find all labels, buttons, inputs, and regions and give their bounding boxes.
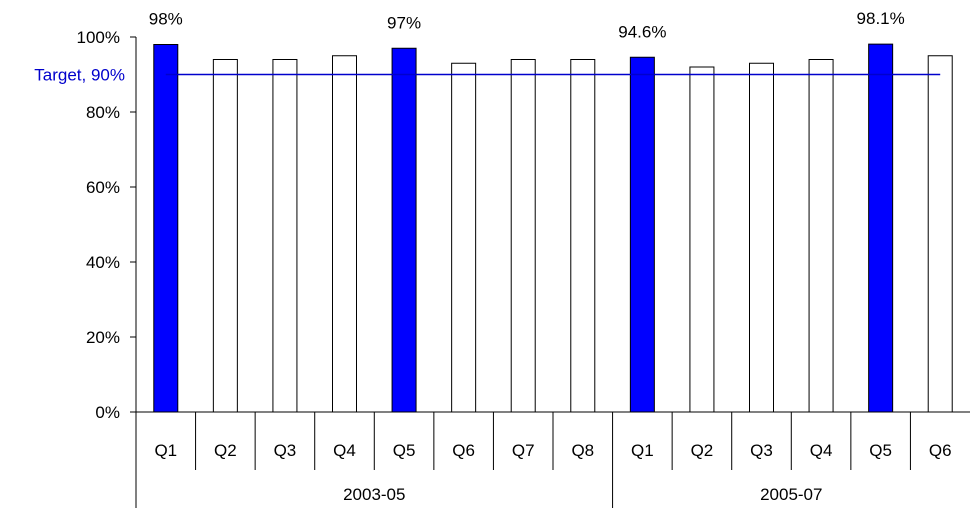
x-tick-label: Q6: [452, 441, 475, 460]
y-tick-label: 80%: [86, 103, 120, 122]
bars-layer: [153, 43, 953, 413]
group-label: 2005-07: [760, 485, 822, 504]
x-tick-label: Q3: [274, 441, 297, 460]
y-tick-label: 0%: [95, 403, 120, 422]
x-tick-label: Q5: [869, 441, 892, 460]
y-axis: 0% 20% 40% 60% 80% 100%: [77, 28, 137, 508]
data-label: 98.1%: [857, 9, 905, 28]
bar: [391, 47, 417, 413]
x-tick-label: Q2: [691, 441, 714, 460]
x-axis: Q1 Q2 Q3 Q4 Q5 Q6 Q7 Q8 Q1 Q2 Q3 Q4 Q5 Q6 2003-05 2005-…: [136, 411, 970, 508]
target-label: Target, 90%: [34, 66, 125, 85]
bar: [629, 56, 655, 413]
x-tick-label: Q6: [929, 441, 952, 460]
bar: [749, 62, 774, 413]
bar: [868, 43, 894, 413]
bar: [332, 55, 357, 413]
x-tick-label: Q7: [512, 441, 535, 460]
x-tick-label: Q4: [333, 441, 356, 460]
x-tick-label: Q1: [154, 441, 177, 460]
bar: [212, 59, 238, 413]
bar: [808, 59, 834, 413]
x-tick-label: Q1: [631, 441, 654, 460]
y-tick-label: 60%: [86, 178, 120, 197]
y-tick-label: 100%: [77, 28, 120, 47]
x-tick-label: Q2: [214, 441, 237, 460]
bar: [272, 59, 298, 413]
group-label: 2003-05: [343, 485, 405, 504]
data-label: 94.6%: [618, 22, 666, 41]
bar: [927, 55, 953, 413]
y-tick-label: 40%: [86, 253, 120, 272]
bar: [451, 62, 477, 413]
data-label: 97%: [387, 13, 421, 32]
bar: [153, 44, 179, 413]
bar: [510, 59, 536, 413]
x-tick-label: Q3: [750, 441, 773, 460]
data-label: 98%: [149, 10, 183, 29]
data-labels-layer: 98% 97% 94.6% 98.1%: [149, 9, 905, 41]
target-layer: Target, 90%: [34, 66, 941, 85]
y-tick-label: 20%: [86, 328, 120, 347]
bar: [570, 59, 596, 413]
bar: [689, 66, 715, 413]
x-tick-label: Q5: [393, 441, 416, 460]
x-tick-label: Q4: [810, 441, 833, 460]
x-tick-label: Q8: [571, 441, 594, 460]
